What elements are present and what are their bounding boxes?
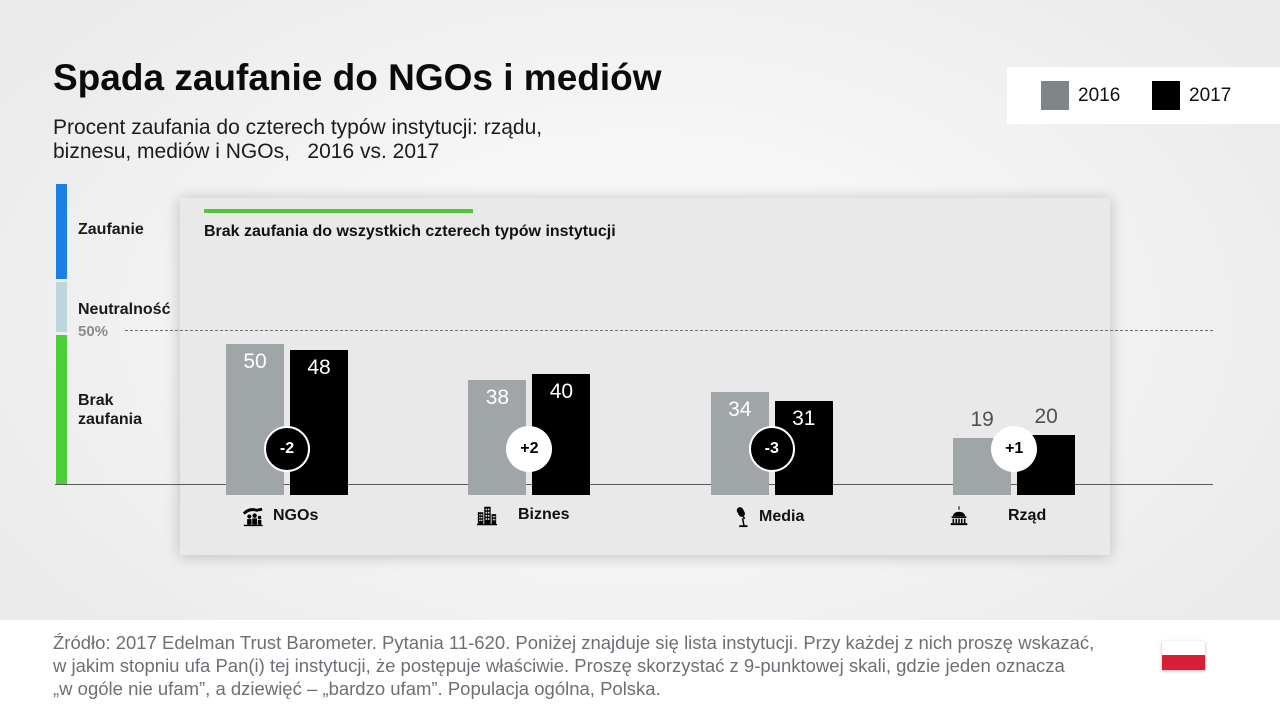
value-label-ngos-2017: 48 bbox=[307, 356, 331, 380]
source-line: „w ogóle nie ufam”, a dziewięć – „bardzo… bbox=[53, 678, 661, 699]
value-label-ngos-2016: 50 bbox=[243, 350, 267, 373]
scale-label-trust: Zaufanie bbox=[78, 221, 144, 238]
chart-baseline bbox=[55, 484, 1213, 485]
panel-accent-line bbox=[204, 209, 473, 213]
value-label-rzad-2016: 19 bbox=[970, 407, 994, 431]
scale-segment-distrust bbox=[56, 335, 67, 484]
subtitle-line: Procent zaufania do czterech typów insty… bbox=[53, 116, 543, 139]
value-label-media-2017: 31 bbox=[792, 407, 816, 431]
value-label-rzad-2017: 20 bbox=[1034, 404, 1058, 428]
footer: Źródło: 2017 Edelman Trust Barometer. Py… bbox=[0, 620, 1280, 720]
value-label-biznes-2016: 38 bbox=[485, 386, 510, 410]
flag-stripe-white bbox=[1162, 641, 1205, 655]
bar-ngos-2017 bbox=[290, 350, 348, 495]
scale-segment-trust bbox=[56, 184, 67, 279]
value-label-media-2016: 34 bbox=[728, 398, 752, 422]
scale-label-neutral: Neutralność bbox=[78, 301, 171, 318]
change-badge-biznes: +2 bbox=[506, 426, 553, 472]
change-badge-rzad: +1 bbox=[991, 426, 1038, 472]
media-icon bbox=[731, 506, 753, 528]
source-line: Źródło: 2017 Edelman Trust Barometer. Py… bbox=[53, 632, 1095, 653]
flag-stripe-red bbox=[1162, 655, 1205, 670]
legend-swatch bbox=[1152, 81, 1180, 110]
scale-label-distrust: Brak zaufania bbox=[78, 392, 143, 428]
legend-swatch bbox=[1041, 81, 1069, 110]
legend: 2016 2017 bbox=[1007, 67, 1280, 124]
category-label-rzad: Rząd bbox=[1008, 507, 1047, 524]
legend-label: 2016 bbox=[1078, 85, 1121, 106]
category-label-biznes: Biznes bbox=[518, 506, 570, 523]
category-label-ngos: NGOs bbox=[273, 507, 319, 524]
ngo-icon bbox=[242, 505, 264, 527]
source-line: w jakim stopniu ufa Pan(i) tej instytucj… bbox=[53, 655, 1065, 676]
category-label-media: Media bbox=[759, 508, 805, 525]
bar-ngos-2016 bbox=[226, 344, 284, 495]
change-badge-ngos: -2 bbox=[264, 426, 310, 472]
legend-label: 2017 bbox=[1189, 85, 1232, 106]
value-label-biznes-2017: 40 bbox=[549, 380, 574, 404]
business-icon bbox=[476, 504, 498, 526]
scale-segment-neutral bbox=[56, 282, 67, 332]
subtitle-line: biznesu, mediów i NGOs, 2016 vs. 2017 bbox=[53, 140, 440, 163]
government-icon bbox=[948, 505, 970, 527]
poland-flag-icon bbox=[1162, 641, 1205, 670]
slide-subtitle: Procent zaufania do czterech typów insty… bbox=[53, 116, 542, 164]
threshold-line bbox=[125, 330, 1213, 331]
slide-title: Spada zaufanie do NGOs i mediów bbox=[53, 57, 662, 98]
panel-heading: Brak zaufania do wszystkich czterech typ… bbox=[204, 223, 616, 240]
source-note: Źródło: 2017 Edelman Trust Barometer. Py… bbox=[53, 631, 1094, 700]
threshold-label: 50% bbox=[78, 323, 109, 340]
change-badge-media: -3 bbox=[748, 426, 795, 472]
